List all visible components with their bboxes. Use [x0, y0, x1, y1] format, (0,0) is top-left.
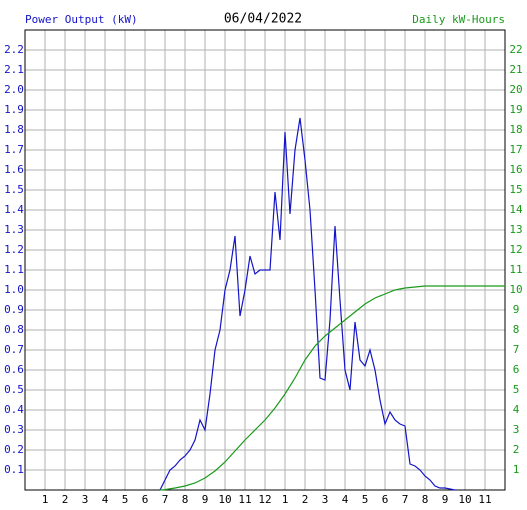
x-tick-label: 10	[458, 493, 471, 506]
y-tick-label: 0.9	[4, 303, 24, 316]
y2-tick-label: 10	[509, 283, 522, 296]
series-line	[159, 285, 505, 491]
y-tick-label: 1.9	[4, 103, 24, 116]
y2-tick-label: 22	[509, 43, 522, 56]
x-tick-label: 6	[142, 493, 149, 506]
y2-tick-label: 17	[509, 143, 522, 156]
y2-tick-label: 13	[509, 223, 522, 236]
y-tick-label: 1.0	[4, 283, 24, 296]
y-tick-label: 1.3	[4, 223, 24, 236]
x-tick-label: 5	[122, 493, 129, 506]
y-tick-label: 1.8	[4, 123, 24, 136]
y-tick-label: 0.1	[4, 463, 24, 476]
y-tick-label: 0.8	[4, 323, 24, 336]
series-line	[159, 117, 456, 491]
y2-tick-label: 12	[509, 243, 522, 256]
x-tick-label: 6	[382, 493, 389, 506]
x-tick-label: 3	[322, 493, 329, 506]
y-tick-label: 0.2	[4, 443, 24, 456]
y2-tick-label: 2	[513, 443, 520, 456]
y-tick-label: 0.7	[4, 343, 24, 356]
x-tick-label: 12	[258, 493, 271, 506]
y2-tick-label: 3	[513, 423, 520, 436]
y-tick-label: 1.1	[4, 263, 24, 276]
x-tick-label: 4	[102, 493, 109, 506]
x-tick-label: 2	[62, 493, 69, 506]
y-axis-title: Power Output (kW)	[25, 13, 138, 26]
x-tick-label: 11	[478, 493, 491, 506]
y-tick-label: 1.6	[4, 163, 24, 176]
y-tick-label: 0.6	[4, 363, 24, 376]
y2-tick-label: 18	[509, 123, 522, 136]
x-tick-label: 2	[302, 493, 309, 506]
y2-tick-label: 5	[513, 383, 520, 396]
y2-axis-title: Daily kW-Hours	[412, 13, 505, 26]
y2-tick-label: 1	[513, 463, 520, 476]
y-tick-label: 1.4	[4, 203, 24, 216]
y2-tick-label: 21	[509, 63, 522, 76]
x-tick-label: 4	[342, 493, 349, 506]
y2-tick-label: 7	[513, 343, 520, 356]
x-tick-label: 8	[182, 493, 189, 506]
y-tick-label: 2.2	[4, 43, 24, 56]
y-tick-label: 2.0	[4, 83, 24, 96]
y-tick-label: 0.3	[4, 423, 24, 436]
y2-tick-label: 11	[509, 263, 522, 276]
plot-border	[24, 29, 506, 491]
x-tick-label: 5	[362, 493, 369, 506]
x-tick-label: 1	[42, 493, 49, 506]
y2-tick-label: 9	[513, 303, 520, 316]
x-tick-label: 11	[238, 493, 251, 506]
y2-tick-label: 15	[509, 183, 522, 196]
y2-tick-label: 16	[509, 163, 522, 176]
y-tick-label: 1.7	[4, 143, 24, 156]
chart-title: 06/04/2022	[224, 12, 302, 27]
y-tick-label: 1.2	[4, 243, 24, 256]
y2-tick-label: 19	[509, 103, 522, 116]
x-tick-label: 3	[82, 493, 89, 506]
x-tick-label: 7	[402, 493, 409, 506]
y2-tick-label: 6	[513, 363, 520, 376]
x-tick-label: 1	[282, 493, 289, 506]
y2-tick-label: 4	[513, 403, 520, 416]
y2-tick-label: 14	[509, 203, 523, 216]
y-tick-label: 0.4	[4, 403, 24, 416]
y-tick-label: 2.1	[4, 63, 24, 76]
x-tick-label: 9	[442, 493, 449, 506]
x-tick-label: 8	[422, 493, 429, 506]
y2-tick-label: 20	[509, 83, 522, 96]
y-tick-label: 1.5	[4, 183, 24, 196]
x-tick-label: 9	[202, 493, 209, 506]
y-tick-label: 0.5	[4, 383, 24, 396]
x-tick-label: 10	[218, 493, 231, 506]
y2-tick-label: 8	[513, 323, 520, 336]
x-tick-label: 7	[162, 493, 169, 506]
